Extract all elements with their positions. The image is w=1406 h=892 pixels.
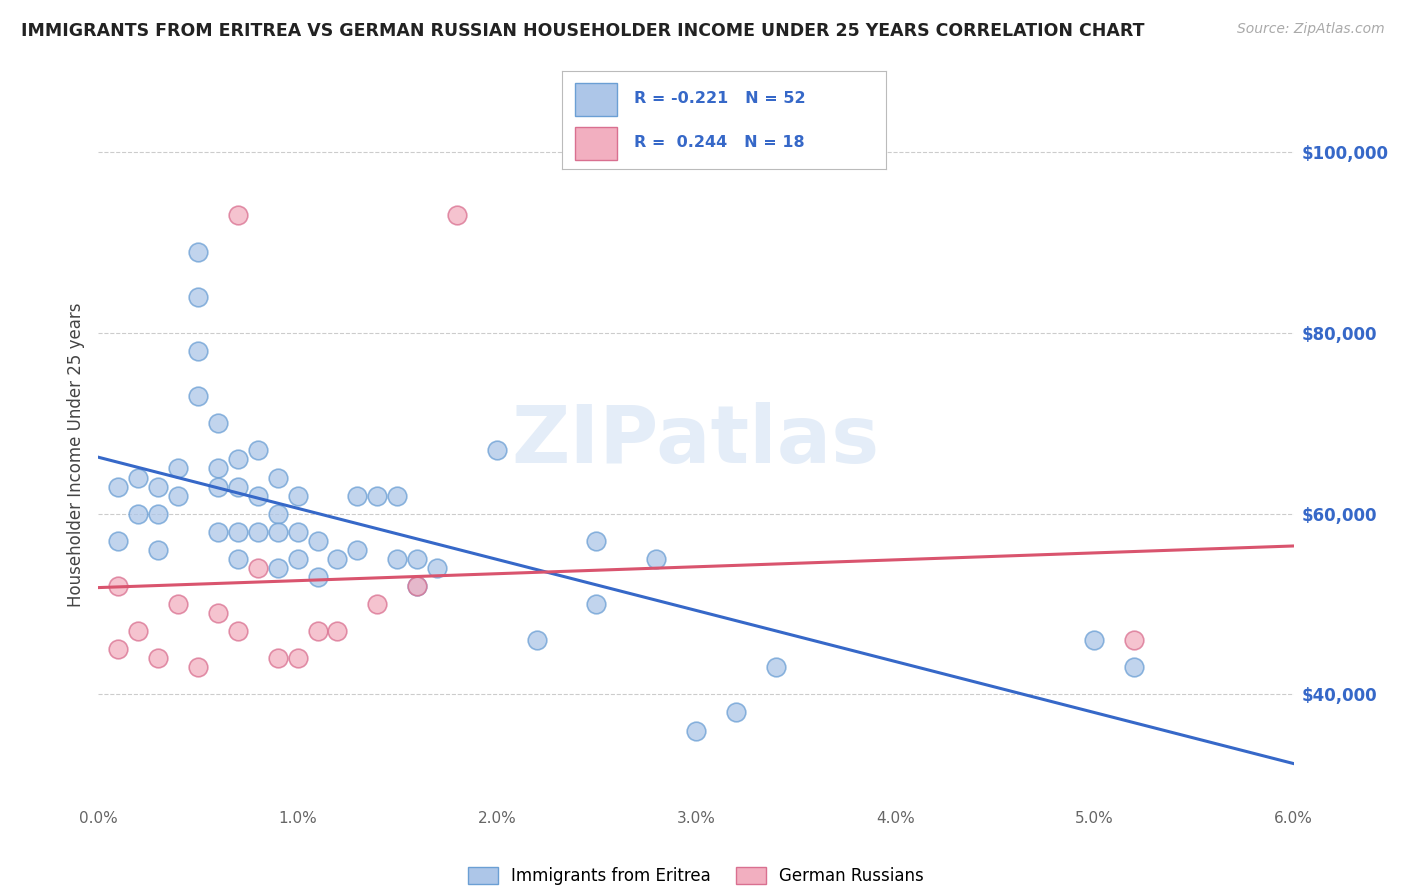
Point	[207, 479, 229, 493]
Point	[148, 507, 170, 521]
Point	[207, 417, 229, 431]
Point	[426, 561, 449, 575]
Point	[406, 579, 429, 593]
Point	[485, 443, 508, 458]
Y-axis label: Householder Income Under 25 years: Householder Income Under 25 years	[66, 302, 84, 607]
Point	[526, 633, 548, 648]
Point	[765, 660, 787, 674]
Text: R = -0.221   N = 52: R = -0.221 N = 52	[634, 91, 806, 106]
Point	[107, 642, 129, 657]
Point	[167, 461, 190, 475]
Point	[167, 597, 190, 611]
Point	[127, 507, 149, 521]
Point	[287, 551, 309, 566]
Point	[724, 706, 747, 720]
Point	[346, 489, 368, 503]
Point	[267, 507, 290, 521]
Point	[446, 209, 468, 223]
Point	[107, 533, 129, 548]
Point	[585, 597, 607, 611]
Point	[1123, 633, 1146, 648]
Point	[148, 479, 170, 493]
Point	[226, 209, 249, 223]
Point	[246, 524, 269, 539]
Point	[127, 624, 149, 639]
Text: R =  0.244   N = 18: R = 0.244 N = 18	[634, 136, 804, 151]
Point	[645, 551, 668, 566]
Point	[187, 244, 209, 259]
Point	[307, 624, 329, 639]
Point	[226, 624, 249, 639]
Text: ZIPatlas: ZIPatlas	[512, 402, 880, 480]
Point	[187, 344, 209, 359]
Text: Source: ZipAtlas.com: Source: ZipAtlas.com	[1237, 22, 1385, 37]
Point	[366, 597, 388, 611]
Point	[246, 443, 269, 458]
Point	[287, 651, 309, 665]
Point	[385, 551, 409, 566]
Point	[107, 479, 129, 493]
Point	[307, 570, 329, 584]
Legend: Immigrants from Eritrea, German Russians: Immigrants from Eritrea, German Russians	[468, 867, 924, 885]
Point	[267, 470, 290, 484]
Point	[1083, 633, 1105, 648]
Point	[187, 660, 209, 674]
Point	[246, 561, 269, 575]
Point	[287, 489, 309, 503]
Point	[267, 524, 290, 539]
Point	[287, 524, 309, 539]
Point	[187, 389, 209, 403]
Point	[326, 551, 349, 566]
Point	[148, 651, 170, 665]
Point	[226, 479, 249, 493]
Text: IMMIGRANTS FROM ERITREA VS GERMAN RUSSIAN HOUSEHOLDER INCOME UNDER 25 YEARS CORR: IMMIGRANTS FROM ERITREA VS GERMAN RUSSIA…	[21, 22, 1144, 40]
Point	[167, 489, 190, 503]
FancyBboxPatch shape	[575, 128, 617, 160]
Point	[226, 524, 249, 539]
Point	[406, 551, 429, 566]
Point	[326, 624, 349, 639]
Point	[226, 452, 249, 467]
Point	[406, 579, 429, 593]
Point	[1123, 660, 1146, 674]
Point	[226, 551, 249, 566]
Point	[207, 461, 229, 475]
Point	[267, 651, 290, 665]
Point	[307, 533, 329, 548]
Point	[685, 723, 707, 738]
Point	[246, 489, 269, 503]
Point	[187, 290, 209, 304]
FancyBboxPatch shape	[575, 83, 617, 116]
Point	[366, 489, 388, 503]
Point	[385, 489, 409, 503]
Point	[107, 579, 129, 593]
Point	[148, 542, 170, 557]
Point	[585, 533, 607, 548]
Point	[207, 524, 229, 539]
Point	[267, 561, 290, 575]
Point	[207, 606, 229, 620]
Point	[127, 470, 149, 484]
Point	[346, 542, 368, 557]
